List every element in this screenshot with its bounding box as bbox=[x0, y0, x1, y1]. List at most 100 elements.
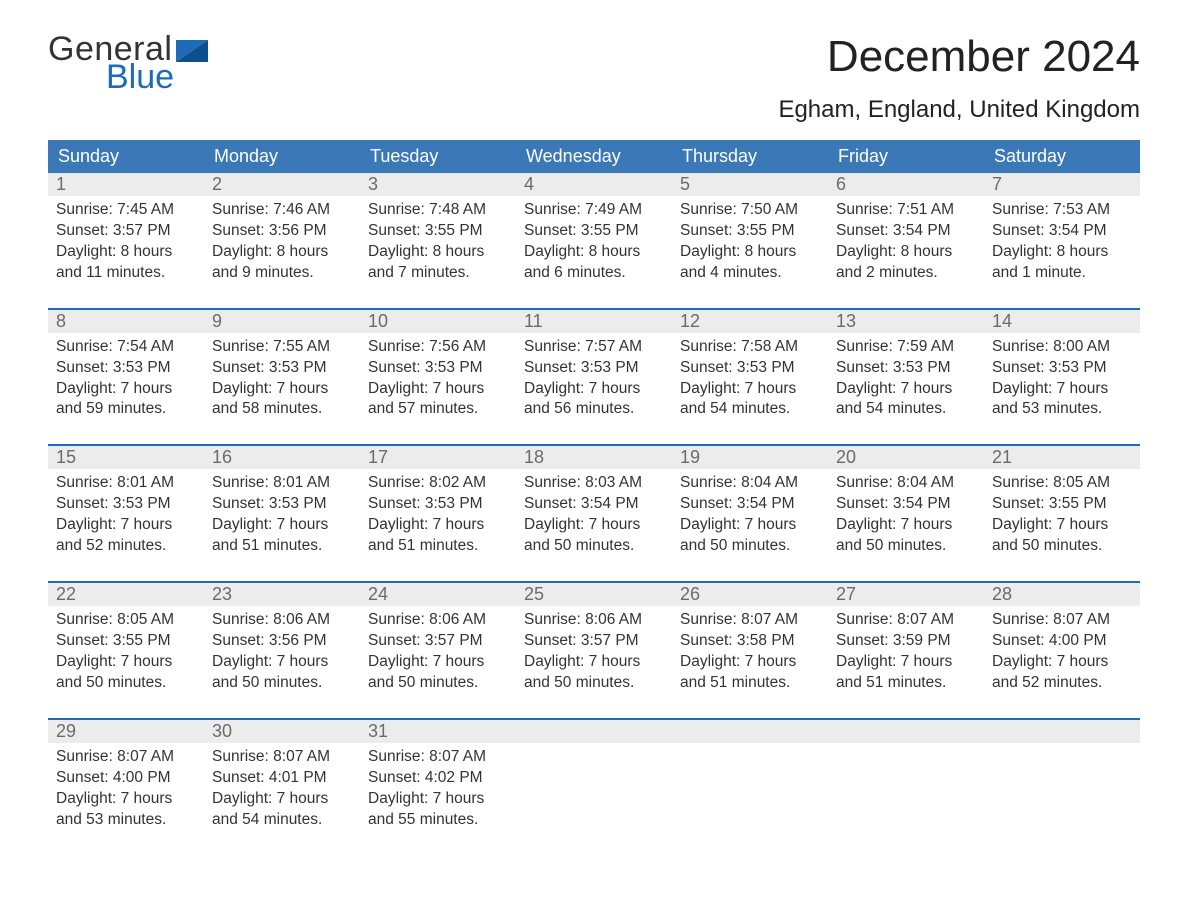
calendar-day: 9Sunrise: 7:55 AMSunset: 3:53 PMDaylight… bbox=[204, 310, 360, 431]
sunrise-label: Sunrise: 8:03 AM bbox=[524, 473, 664, 494]
calendar-week: 15Sunrise: 8:01 AMSunset: 3:53 PMDayligh… bbox=[48, 444, 1140, 567]
calendar-day: 14Sunrise: 8:00 AMSunset: 3:53 PMDayligh… bbox=[984, 310, 1140, 431]
day-number: 24 bbox=[360, 583, 516, 606]
calendar-day: 30Sunrise: 8:07 AMSunset: 4:01 PMDayligh… bbox=[204, 720, 360, 841]
daylight-label: Daylight: 7 hours bbox=[56, 652, 196, 673]
daylight-label-2: and 54 minutes. bbox=[680, 399, 820, 420]
calendar-day: 16Sunrise: 8:01 AMSunset: 3:53 PMDayligh… bbox=[204, 446, 360, 567]
sunrise-label: Sunrise: 7:55 AM bbox=[212, 337, 352, 358]
calendar-week: 22Sunrise: 8:05 AMSunset: 3:55 PMDayligh… bbox=[48, 581, 1140, 704]
daylight-label: Daylight: 7 hours bbox=[992, 379, 1132, 400]
calendar-day: 7Sunrise: 7:53 AMSunset: 3:54 PMDaylight… bbox=[984, 173, 1140, 294]
calendar-day: 10Sunrise: 7:56 AMSunset: 3:53 PMDayligh… bbox=[360, 310, 516, 431]
daylight-label: Daylight: 7 hours bbox=[212, 379, 352, 400]
day-number: 11 bbox=[516, 310, 672, 333]
daylight-label-2: and 6 minutes. bbox=[524, 263, 664, 284]
sunset-label: Sunset: 4:00 PM bbox=[992, 631, 1132, 652]
dow-tuesday: Tuesday bbox=[360, 140, 516, 173]
daylight-label-2: and 54 minutes. bbox=[836, 399, 976, 420]
calendar-day: 8Sunrise: 7:54 AMSunset: 3:53 PMDaylight… bbox=[48, 310, 204, 431]
calendar-day: 25Sunrise: 8:06 AMSunset: 3:57 PMDayligh… bbox=[516, 583, 672, 704]
day-number: 7 bbox=[984, 173, 1140, 196]
daylight-label-2: and 1 minute. bbox=[992, 263, 1132, 284]
sunset-label: Sunset: 3:55 PM bbox=[368, 221, 508, 242]
calendar-day: 29Sunrise: 8:07 AMSunset: 4:00 PMDayligh… bbox=[48, 720, 204, 841]
day-number: . bbox=[828, 720, 984, 743]
calendar-day: . bbox=[828, 720, 984, 841]
sunrise-label: Sunrise: 8:07 AM bbox=[368, 747, 508, 768]
sunrise-label: Sunrise: 7:59 AM bbox=[836, 337, 976, 358]
calendar-week: 8Sunrise: 7:54 AMSunset: 3:53 PMDaylight… bbox=[48, 308, 1140, 431]
daylight-label: Daylight: 7 hours bbox=[992, 652, 1132, 673]
sunrise-label: Sunrise: 8:07 AM bbox=[836, 610, 976, 631]
daylight-label-2: and 58 minutes. bbox=[212, 399, 352, 420]
daylight-label-2: and 50 minutes. bbox=[836, 536, 976, 557]
daylight-label-2: and 51 minutes. bbox=[680, 673, 820, 694]
day-number: 27 bbox=[828, 583, 984, 606]
day-number: 12 bbox=[672, 310, 828, 333]
day-number: 16 bbox=[204, 446, 360, 469]
calendar-day: . bbox=[516, 720, 672, 841]
day-number: 31 bbox=[360, 720, 516, 743]
daylight-label-2: and 51 minutes. bbox=[836, 673, 976, 694]
day-number: 1 bbox=[48, 173, 204, 196]
calendar-day: 3Sunrise: 7:48 AMSunset: 3:55 PMDaylight… bbox=[360, 173, 516, 294]
logo-word-2: Blue bbox=[106, 60, 208, 94]
calendar-day: 6Sunrise: 7:51 AMSunset: 3:54 PMDaylight… bbox=[828, 173, 984, 294]
daylight-label: Daylight: 7 hours bbox=[368, 789, 508, 810]
daylight-label-2: and 51 minutes. bbox=[212, 536, 352, 557]
calendar-day: 1Sunrise: 7:45 AMSunset: 3:57 PMDaylight… bbox=[48, 173, 204, 294]
sunrise-label: Sunrise: 7:57 AM bbox=[524, 337, 664, 358]
daylight-label: Daylight: 7 hours bbox=[836, 379, 976, 400]
calendar-day: 31Sunrise: 8:07 AMSunset: 4:02 PMDayligh… bbox=[360, 720, 516, 841]
sunrise-label: Sunrise: 7:53 AM bbox=[992, 200, 1132, 221]
daylight-label-2: and 50 minutes. bbox=[524, 536, 664, 557]
daylight-label-2: and 52 minutes. bbox=[992, 673, 1132, 694]
day-number: . bbox=[984, 720, 1140, 743]
sunset-label: Sunset: 3:53 PM bbox=[212, 494, 352, 515]
sunrise-label: Sunrise: 8:02 AM bbox=[368, 473, 508, 494]
day-number: 10 bbox=[360, 310, 516, 333]
sunset-label: Sunset: 3:55 PM bbox=[56, 631, 196, 652]
sunrise-label: Sunrise: 8:07 AM bbox=[212, 747, 352, 768]
sunset-label: Sunset: 3:57 PM bbox=[524, 631, 664, 652]
calendar-day: 11Sunrise: 7:57 AMSunset: 3:53 PMDayligh… bbox=[516, 310, 672, 431]
day-number: 13 bbox=[828, 310, 984, 333]
calendar-day: 13Sunrise: 7:59 AMSunset: 3:53 PMDayligh… bbox=[828, 310, 984, 431]
daylight-label-2: and 50 minutes. bbox=[524, 673, 664, 694]
daylight-label-2: and 2 minutes. bbox=[836, 263, 976, 284]
calendar-day: 19Sunrise: 8:04 AMSunset: 3:54 PMDayligh… bbox=[672, 446, 828, 567]
calendar-day: 27Sunrise: 8:07 AMSunset: 3:59 PMDayligh… bbox=[828, 583, 984, 704]
day-number: 28 bbox=[984, 583, 1140, 606]
daylight-label-2: and 50 minutes. bbox=[680, 536, 820, 557]
calendar-day: 17Sunrise: 8:02 AMSunset: 3:53 PMDayligh… bbox=[360, 446, 516, 567]
daylight-label-2: and 51 minutes. bbox=[368, 536, 508, 557]
daylight-label: Daylight: 7 hours bbox=[212, 789, 352, 810]
calendar-day: 24Sunrise: 8:06 AMSunset: 3:57 PMDayligh… bbox=[360, 583, 516, 704]
sunset-label: Sunset: 3:54 PM bbox=[836, 221, 976, 242]
sunrise-label: Sunrise: 7:50 AM bbox=[680, 200, 820, 221]
sunrise-label: Sunrise: 8:06 AM bbox=[524, 610, 664, 631]
page-subtitle: Egham, England, United Kingdom bbox=[778, 96, 1140, 124]
sunrise-label: Sunrise: 8:07 AM bbox=[56, 747, 196, 768]
daylight-label: Daylight: 7 hours bbox=[212, 652, 352, 673]
daylight-label-2: and 9 minutes. bbox=[212, 263, 352, 284]
daylight-label-2: and 50 minutes. bbox=[212, 673, 352, 694]
dow-thursday: Thursday bbox=[672, 140, 828, 173]
dow-sunday: Sunday bbox=[48, 140, 204, 173]
daylight-label: Daylight: 8 hours bbox=[56, 242, 196, 263]
daylight-label-2: and 7 minutes. bbox=[368, 263, 508, 284]
daylight-label: Daylight: 8 hours bbox=[524, 242, 664, 263]
dow-wednesday: Wednesday bbox=[516, 140, 672, 173]
dow-friday: Friday bbox=[828, 140, 984, 173]
daylight-label: Daylight: 7 hours bbox=[524, 515, 664, 536]
sunset-label: Sunset: 3:55 PM bbox=[992, 494, 1132, 515]
calendar-day: 15Sunrise: 8:01 AMSunset: 3:53 PMDayligh… bbox=[48, 446, 204, 567]
day-number: 15 bbox=[48, 446, 204, 469]
daylight-label-2: and 56 minutes. bbox=[524, 399, 664, 420]
daylight-label: Daylight: 7 hours bbox=[56, 379, 196, 400]
sunrise-label: Sunrise: 8:00 AM bbox=[992, 337, 1132, 358]
day-number: 19 bbox=[672, 446, 828, 469]
sunset-label: Sunset: 3:53 PM bbox=[524, 358, 664, 379]
sunset-label: Sunset: 3:59 PM bbox=[836, 631, 976, 652]
